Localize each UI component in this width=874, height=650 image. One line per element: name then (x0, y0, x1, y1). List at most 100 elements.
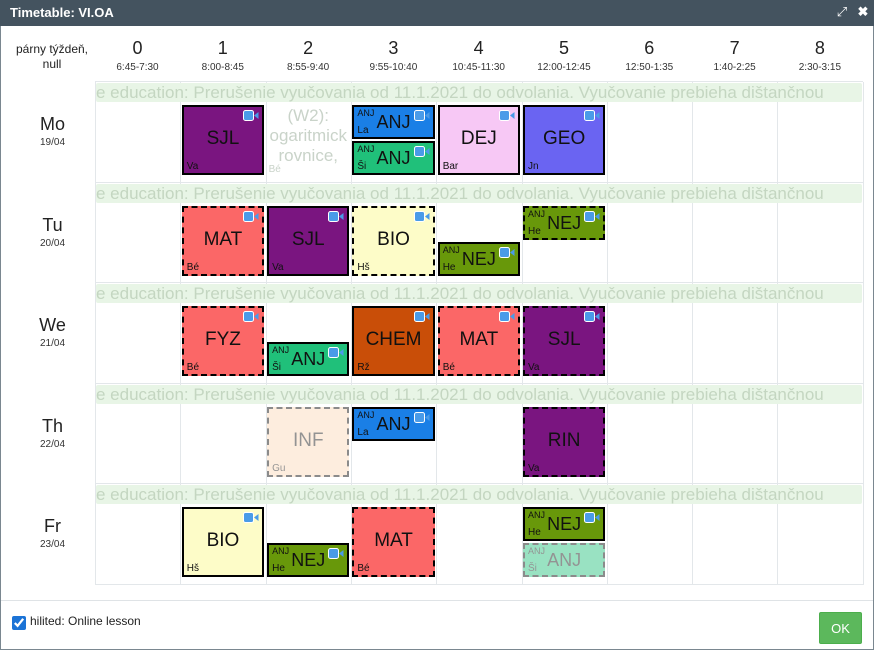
lesson-card[interactable]: RIN Va (523, 406, 606, 477)
video-camera-icon (584, 311, 600, 322)
notice-banner: e education: Prerušenie vyučovania od 11… (96, 83, 862, 102)
period-number: 8 (814, 38, 825, 58)
ghost-lesson-text: (W2): ogaritmick rovnice, (266, 106, 351, 166)
lesson-subject: NEJ (291, 550, 326, 570)
window-title: Timetable: VI.OA (10, 5, 114, 20)
period-number: 7 (729, 38, 740, 58)
lesson-teacher: Bé (357, 563, 370, 574)
grid-line (95, 483, 863, 484)
lesson-card[interactable]: BIO Hš (181, 507, 265, 577)
grid-line (95, 583, 863, 585)
video-camera-icon (243, 110, 259, 121)
lesson-card[interactable]: FYZ Bé (181, 306, 265, 376)
video-camera-icon (413, 411, 430, 423)
expand-arrows-icon[interactable]: ⤢ (836, 4, 848, 19)
lesson-subject: SJL (291, 228, 325, 250)
lesson-teacher: La (357, 426, 369, 438)
lesson-group: ANJ (528, 510, 546, 520)
day-date: 19/04 (39, 137, 66, 148)
lesson-subject: NEJ (547, 514, 582, 534)
lesson-card[interactable]: ANJ ANJ La (352, 406, 435, 441)
lesson-teacher: Bé (186, 362, 200, 373)
lesson-card[interactable]: MAT Bé (352, 507, 435, 577)
video-camera-icon (413, 110, 430, 121)
lesson-card[interactable]: CHEM Rž (352, 306, 435, 376)
period-time: 9:55-10:40 (369, 62, 418, 73)
lesson-teacher: Bé (442, 362, 455, 373)
grid-line (265, 82, 267, 585)
day-date: 22/04 (39, 438, 66, 450)
grid-line (95, 282, 863, 283)
close-icon[interactable]: ✖ (857, 4, 869, 19)
lesson-card[interactable]: DEJ Bar (437, 105, 520, 175)
ghost-line: (W2): (287, 106, 330, 125)
lesson-subject: SJL (206, 128, 240, 149)
day-label: Mo 19/04 (10, 114, 95, 148)
lesson-teacher: Va (528, 362, 540, 373)
lesson-teacher: Va (186, 161, 199, 172)
video-camera-icon (413, 311, 430, 322)
lesson-teacher: Va (272, 261, 284, 273)
lesson-card[interactable]: SJL Va (523, 306, 606, 376)
lesson-subject: ANJ (291, 349, 326, 369)
lesson-teacher: Hš (186, 563, 200, 574)
day-label: Fr 23/04 (10, 516, 95, 550)
period-time: 6:45-7:30 (116, 62, 159, 73)
lesson-card[interactable]: BIO Hš (352, 205, 435, 276)
day-date: 21/04 (39, 338, 66, 349)
lesson-group: ANJ (528, 208, 546, 219)
lesson-teacher: Bé (186, 261, 200, 273)
lesson-card[interactable]: GEO Jn (523, 105, 606, 175)
period-number: 1 (217, 38, 228, 58)
lesson-subject: SJL (547, 329, 581, 350)
day-date: 20/04 (39, 237, 66, 249)
lesson-card[interactable]: INF Gu (267, 406, 350, 477)
lesson-teacher: He (272, 563, 285, 574)
lesson-card[interactable]: SJL Va (181, 105, 265, 175)
period-number: 6 (644, 38, 655, 58)
lesson-subject: GEO (543, 128, 586, 149)
day-name: Fr (44, 516, 61, 536)
video-camera-icon (328, 347, 344, 358)
grid-line (777, 82, 779, 585)
video-camera-icon (328, 210, 344, 222)
video-camera-icon (328, 548, 344, 559)
lesson-card[interactable]: MAT Bé (181, 205, 265, 276)
lesson-card[interactable]: NEJ ANJ He (523, 507, 606, 541)
lesson-teacher: Va (528, 462, 540, 474)
grid-line (862, 82, 864, 585)
video-camera-icon (584, 512, 600, 523)
video-camera-icon (413, 146, 430, 157)
notice-banner: e education: Prerušenie vyučovania od 11… (96, 284, 862, 303)
grid-line (180, 82, 182, 585)
ok-button[interactable]: OK (819, 612, 862, 644)
grid-line (95, 81, 863, 82)
grid-line (350, 82, 352, 585)
lesson-card[interactable]: ANJ ANJ La (352, 105, 435, 139)
day-label: Th 22/04 (10, 416, 95, 450)
lesson-card[interactable]: MAT Bé (437, 306, 520, 376)
online-lesson-checkbox[interactable] (12, 616, 26, 630)
lesson-teacher: Bar (442, 161, 459, 172)
day-label: We 21/04 (10, 315, 95, 349)
grid-line (606, 82, 608, 585)
grid-line (521, 82, 523, 585)
lesson-card[interactable]: ANJ ANJ Ši (352, 141, 435, 175)
day-name: We (39, 315, 66, 335)
lesson-card[interactable]: SJL Va (267, 205, 350, 276)
day-date: 23/04 (39, 539, 66, 550)
lesson-subject: ANJ (376, 148, 411, 168)
lesson-subject: ANJ (376, 112, 411, 132)
lesson-card[interactable]: NEJ ANJ He (437, 241, 520, 276)
lesson-card[interactable]: NEJ ANJ He (267, 543, 350, 577)
ghost-teacher: Bé (268, 164, 281, 175)
lesson-group: ANJ (357, 409, 375, 420)
lesson-subject: ANJ (376, 413, 411, 434)
lesson-card[interactable]: ANJ ANJ Ši (523, 543, 606, 577)
video-camera-icon (498, 246, 515, 258)
period-time: 10:45-11:30 (452, 62, 505, 73)
lesson-card[interactable]: NEJ ANJ He (523, 205, 606, 240)
lesson-card[interactable]: ANJ ANJ Ši (267, 342, 350, 376)
lesson-subject: DEJ (460, 128, 497, 149)
grid-line (95, 181, 863, 183)
